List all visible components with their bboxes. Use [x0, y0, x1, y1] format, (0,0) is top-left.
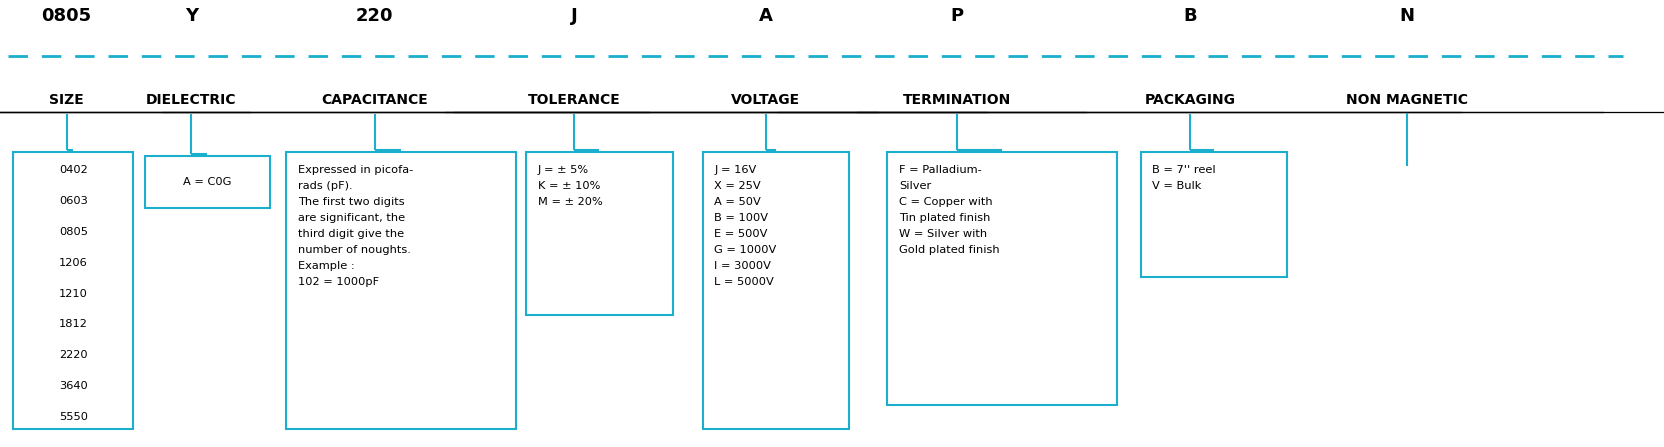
FancyBboxPatch shape: [526, 152, 672, 315]
Text: DIELECTRIC: DIELECTRIC: [146, 93, 236, 107]
FancyBboxPatch shape: [887, 152, 1117, 405]
Text: A = C0G: A = C0G: [183, 177, 231, 187]
Text: 0603: 0603: [58, 196, 88, 206]
Text: 2220: 2220: [58, 350, 88, 360]
Text: 0805: 0805: [42, 7, 92, 25]
FancyBboxPatch shape: [13, 152, 133, 429]
Text: 3640: 3640: [58, 381, 88, 391]
Text: J = ± 5%
K = ± 10%
M = ± 20%: J = ± 5% K = ± 10% M = ± 20%: [537, 165, 602, 207]
Text: N: N: [1398, 7, 1414, 25]
Text: 220: 220: [356, 7, 393, 25]
FancyBboxPatch shape: [1140, 152, 1286, 277]
Text: 0805: 0805: [58, 227, 88, 237]
Text: SIZE: SIZE: [50, 93, 83, 107]
Text: CAPACITANCE: CAPACITANCE: [321, 93, 428, 107]
Text: 0402: 0402: [58, 165, 88, 176]
Text: 1812: 1812: [58, 320, 88, 329]
Text: 1210: 1210: [58, 289, 88, 299]
FancyBboxPatch shape: [702, 152, 849, 429]
Text: A: A: [759, 7, 772, 25]
Text: 5550: 5550: [58, 412, 88, 422]
Text: Expressed in picofa-
rads (pF).
The first two digits
are significant, the
third : Expressed in picofa- rads (pF). The firs…: [298, 165, 413, 287]
Text: PACKAGING: PACKAGING: [1145, 93, 1235, 107]
Text: J: J: [571, 7, 577, 25]
Text: VOLTAGE: VOLTAGE: [730, 93, 800, 107]
FancyBboxPatch shape: [145, 156, 270, 208]
Text: B: B: [1183, 7, 1196, 25]
Text: TERMINATION: TERMINATION: [902, 93, 1012, 107]
Text: Y: Y: [185, 7, 198, 25]
Text: F = Palladium-
Silver
C = Copper with
Tin plated finish
W = Silver with
Gold pla: F = Palladium- Silver C = Copper with Ti…: [899, 165, 998, 255]
Text: NON MAGNETIC: NON MAGNETIC: [1345, 93, 1468, 107]
Text: B = 7'' reel
V = Bulk: B = 7'' reel V = Bulk: [1151, 165, 1215, 191]
Text: 1206: 1206: [58, 258, 88, 268]
Text: J = 16V
X = 25V
A = 50V
B = 100V
E = 500V
G = 1000V
I = 3000V
L = 5000V: J = 16V X = 25V A = 50V B = 100V E = 500…: [714, 165, 775, 287]
FancyBboxPatch shape: [286, 152, 516, 429]
Text: TOLERANCE: TOLERANCE: [527, 93, 621, 107]
Text: P: P: [950, 7, 963, 25]
